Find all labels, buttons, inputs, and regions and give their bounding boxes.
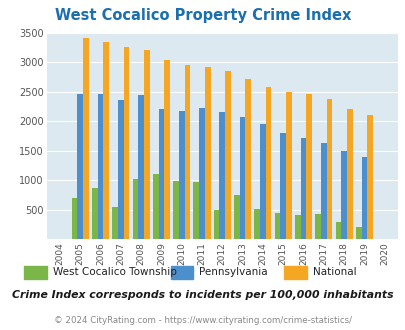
- Bar: [315, 214, 320, 239]
- Bar: [138, 95, 144, 239]
- Bar: [179, 111, 184, 239]
- Bar: [280, 133, 286, 239]
- Bar: [346, 109, 352, 239]
- Bar: [367, 115, 372, 239]
- Bar: [213, 210, 219, 239]
- Bar: [153, 175, 158, 239]
- Text: West Cocalico Property Crime Index: West Cocalico Property Crime Index: [55, 8, 350, 23]
- Bar: [173, 181, 179, 239]
- Bar: [158, 109, 164, 239]
- Bar: [164, 59, 170, 239]
- Bar: [320, 143, 326, 239]
- Bar: [300, 138, 306, 239]
- Bar: [294, 214, 300, 239]
- Bar: [193, 182, 199, 239]
- Bar: [335, 222, 341, 239]
- Bar: [260, 124, 265, 239]
- Bar: [234, 195, 239, 239]
- Bar: [184, 65, 190, 239]
- Bar: [205, 67, 210, 239]
- Bar: [265, 86, 271, 239]
- Bar: [132, 179, 138, 239]
- Bar: [225, 71, 230, 239]
- Bar: [341, 151, 346, 239]
- Bar: [98, 94, 103, 239]
- Bar: [72, 198, 77, 239]
- Bar: [92, 188, 98, 239]
- Bar: [239, 117, 245, 239]
- Text: West Cocalico Township: West Cocalico Township: [53, 267, 176, 277]
- Bar: [361, 157, 367, 239]
- Bar: [83, 38, 89, 239]
- Bar: [245, 79, 251, 239]
- Bar: [254, 209, 260, 239]
- Bar: [118, 100, 124, 239]
- Bar: [112, 207, 118, 239]
- Text: Pennsylvania: Pennsylvania: [198, 267, 267, 277]
- Bar: [219, 112, 225, 239]
- Text: National: National: [312, 267, 355, 277]
- Text: Crime Index corresponds to incidents per 100,000 inhabitants: Crime Index corresponds to incidents per…: [12, 290, 393, 300]
- Text: © 2024 CityRating.com - https://www.cityrating.com/crime-statistics/: © 2024 CityRating.com - https://www.city…: [54, 315, 351, 325]
- Bar: [306, 94, 311, 239]
- Bar: [326, 99, 332, 239]
- Bar: [144, 50, 149, 239]
- Bar: [274, 213, 280, 239]
- Bar: [355, 227, 361, 239]
- Bar: [286, 92, 291, 239]
- Bar: [124, 47, 129, 239]
- Bar: [103, 43, 109, 239]
- Bar: [77, 94, 83, 239]
- Bar: [199, 108, 205, 239]
